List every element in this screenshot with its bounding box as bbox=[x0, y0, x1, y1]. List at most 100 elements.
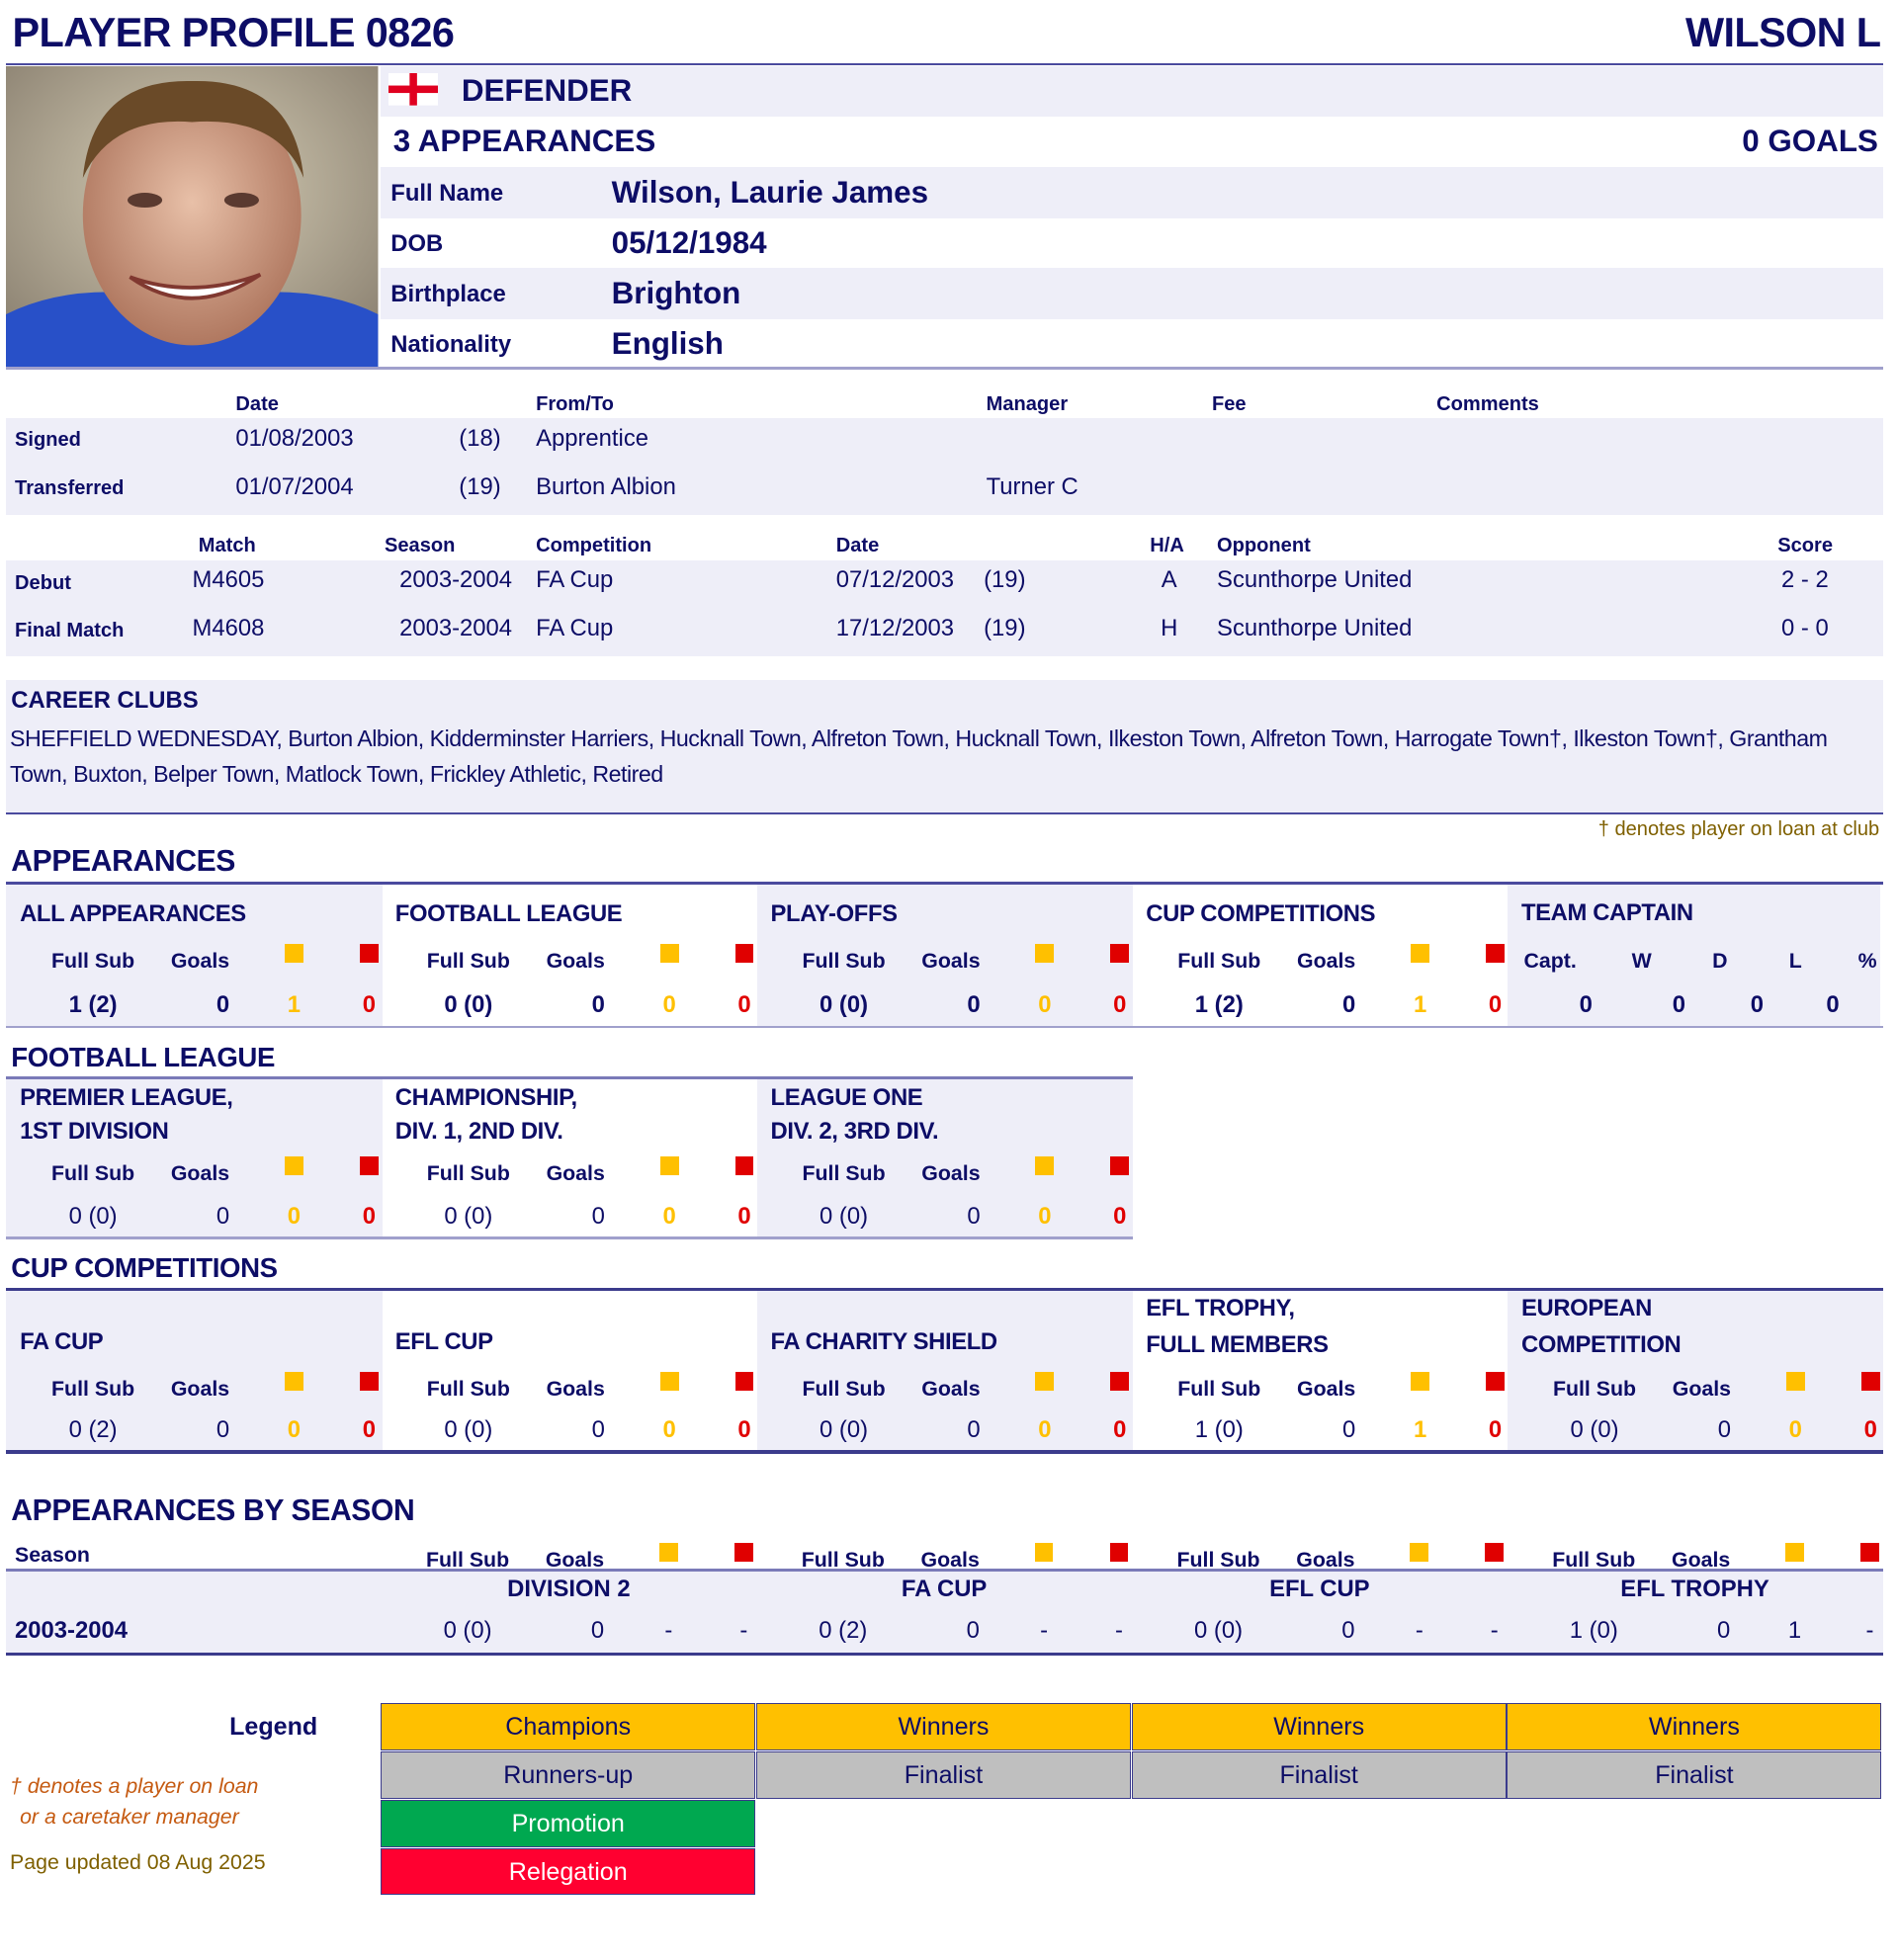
stat-block-title: FA CHARITY SHIELD bbox=[771, 1324, 998, 1360]
yellow-cards-value: 1 bbox=[287, 990, 302, 1018]
apps-value: 0 (0) bbox=[444, 1416, 493, 1444]
captain-header: % bbox=[1857, 948, 1877, 973]
cup-competitions-grid: FA CUP Full Sub Goals 0 (2) 0 0 0 EFL CUP Full S… bbox=[6, 1291, 1884, 1452]
field-label: Full Name bbox=[390, 179, 504, 207]
title-line: COMPETITION bbox=[1520, 1330, 1682, 1358]
red-cards-value: 0 bbox=[1488, 990, 1503, 1018]
divider bbox=[6, 367, 1883, 370]
football-league-grid: PREMIER LEAGUE, 1ST DIVISION Full Sub Goals… bbox=[6, 1078, 1133, 1238]
loan-note: † denotes player on loan at club bbox=[1597, 818, 1880, 841]
season-group: Full Sub Goals FA CUP 0 (2) 0 - - bbox=[756, 1538, 1132, 1656]
goals-value: 0 bbox=[216, 1203, 230, 1231]
red-card-icon bbox=[1110, 944, 1130, 963]
title-line: CHAMPIONSHIP, bbox=[394, 1084, 577, 1112]
yellow-card-header bbox=[1388, 1543, 1450, 1568]
goals-total: 0 GOALS bbox=[1742, 124, 1878, 159]
goals-value: 0 bbox=[967, 1416, 981, 1444]
red-cards-value: 0 bbox=[1488, 1416, 1503, 1444]
career-clubs-list: SHEFFIELD WEDNESDAY, Burton Albion, Kidd… bbox=[10, 725, 1828, 788]
goals-value: 0 bbox=[591, 1203, 605, 1231]
red-cards-value: 0 bbox=[737, 990, 751, 1018]
yellow-card-header bbox=[263, 944, 325, 969]
red-card-header bbox=[711, 1372, 779, 1397]
goals-header: Goals bbox=[545, 1548, 605, 1573]
title-line: DIV. 2, 3RD DIV. bbox=[770, 1118, 939, 1146]
red-cards-value: 0 bbox=[362, 1203, 376, 1231]
full-sub-header: Full Sub bbox=[426, 1548, 510, 1573]
yellow-card-header bbox=[1389, 1372, 1451, 1397]
red-cards-value: 0 bbox=[1113, 990, 1127, 1018]
red-card-icon bbox=[359, 944, 379, 963]
note-line: † denotes a player on loan bbox=[10, 1773, 259, 1798]
yellow-card-icon bbox=[284, 1372, 303, 1391]
yellow-cards-value: 0 bbox=[662, 1203, 676, 1231]
apps-value: 0 (2) bbox=[819, 1617, 868, 1645]
legend-cell: Relegation bbox=[381, 1847, 756, 1896]
red-card-icon bbox=[1109, 1543, 1129, 1563]
stat-block-title: FA CUP bbox=[20, 1324, 104, 1360]
goals-value: 0 bbox=[216, 1416, 230, 1444]
col-match: Match bbox=[198, 534, 256, 556]
competition-name: EFL CUP bbox=[1269, 1575, 1370, 1602]
goals-value: 0 bbox=[591, 990, 605, 1018]
yellow-card-header bbox=[638, 1543, 700, 1568]
yellow-cards-value: 0 bbox=[1038, 990, 1052, 1018]
profile-field-row: DOB 05/12/1984 bbox=[381, 217, 1883, 268]
red-card-header bbox=[1836, 1543, 1898, 1568]
title-line: 1ST DIVISION bbox=[20, 1118, 169, 1146]
captain-header: D bbox=[1712, 948, 1728, 973]
stat-block: PREMIER LEAGUE, 1ST DIVISION Full Sub Goals… bbox=[6, 1078, 383, 1238]
yellow-card-icon bbox=[659, 944, 679, 963]
red-card-icon bbox=[359, 1155, 379, 1175]
competition-name: DIVISION 2 bbox=[507, 1575, 631, 1602]
score: 0 - 0 bbox=[1781, 615, 1829, 642]
red-card-header bbox=[1461, 944, 1529, 969]
stat-block-title: ALL APPEARANCES bbox=[20, 899, 246, 929]
manager: Turner C bbox=[986, 473, 1078, 501]
full-sub-header: Full Sub bbox=[51, 1160, 135, 1185]
title-line: DIV. 1, 2ND DIV. bbox=[394, 1118, 563, 1146]
yellow-card-header bbox=[639, 1155, 701, 1181]
divider bbox=[6, 1025, 1883, 1029]
red-card-header bbox=[711, 944, 779, 969]
season-group: Full Sub Goals EFL CUP 0 (0) 0 - - bbox=[1132, 1538, 1508, 1656]
red-card-icon bbox=[1486, 944, 1505, 963]
apps-value: 0 (0) bbox=[820, 1203, 869, 1231]
yellow-card-header bbox=[1764, 1543, 1826, 1568]
page-title: PLAYER PROFILE 0826 bbox=[12, 10, 455, 56]
red-card-header bbox=[1085, 944, 1154, 969]
season-group: Full Sub Goals EFL TROPHY 1 (0) 0 1 - bbox=[1507, 1538, 1882, 1656]
red-card-header bbox=[1085, 1543, 1154, 1568]
yellow-card-header bbox=[1013, 1543, 1076, 1568]
red-card-icon bbox=[1486, 1372, 1505, 1391]
yellow-card-header bbox=[263, 1155, 325, 1181]
red-card-icon bbox=[1860, 1372, 1880, 1391]
player-position: DEFENDER bbox=[461, 73, 633, 109]
full-sub-header: Full Sub bbox=[426, 1376, 510, 1401]
stat-block-title: CUP COMPETITIONS bbox=[1146, 899, 1375, 929]
red-card-icon bbox=[734, 1155, 754, 1175]
col-score: Score bbox=[1777, 534, 1834, 556]
red-cards-value: 0 bbox=[1863, 1416, 1877, 1444]
full-sub-header: Full Sub bbox=[802, 1160, 886, 1185]
competition: FA Cup bbox=[536, 566, 614, 594]
transfers-table: Date From/To Manager Fee Comments Signed… bbox=[6, 390, 1883, 515]
by-season-heading: APPEARANCES BY SEASON bbox=[11, 1494, 415, 1528]
title-line: EUROPEAN bbox=[1520, 1295, 1653, 1322]
yellow-card-icon bbox=[1785, 1372, 1805, 1391]
stat-block-title: PREMIER LEAGUE, 1ST DIVISION bbox=[20, 1081, 233, 1149]
full-sub-header: Full Sub bbox=[51, 1376, 135, 1401]
col-opponent: Opponent bbox=[1217, 534, 1311, 556]
goals-value: 0 bbox=[591, 1416, 605, 1444]
yellow-card-icon bbox=[1035, 944, 1055, 963]
divider bbox=[6, 1449, 1883, 1454]
goals-header: Goals bbox=[1297, 1376, 1356, 1401]
note-line: or a caretaker manager bbox=[20, 1805, 239, 1830]
captain-value: 0 bbox=[1873, 991, 1898, 1019]
red-card-icon bbox=[1110, 1155, 1130, 1175]
goals-header: Goals bbox=[1297, 948, 1356, 973]
title-line: PREMIER LEAGUE, bbox=[20, 1084, 233, 1112]
goals-header: Goals bbox=[546, 1376, 605, 1401]
age-at-transfer: (18) bbox=[459, 425, 501, 453]
stat-block: LEAGUE ONE DIV. 2, 3RD DIV. Full Sub Goals 0… bbox=[756, 1078, 1133, 1238]
